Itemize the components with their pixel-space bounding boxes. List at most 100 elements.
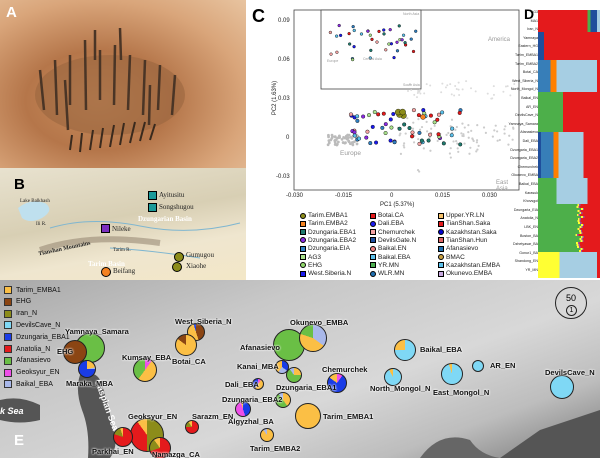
site-label-songshugou: Songshugou — [159, 203, 194, 211]
pca-legend-item: Okunevo.EMBA — [438, 270, 492, 277]
admixture-bar — [538, 128, 600, 130]
legend-marker-icon — [438, 254, 444, 260]
pca-point — [457, 110, 462, 115]
admixture-bar — [538, 166, 600, 168]
pca-point — [409, 37, 413, 41]
admixture-bars — [538, 10, 600, 278]
pca-point — [411, 49, 416, 54]
region-east-asia: East Asia — [496, 180, 509, 192]
admixture-bar — [538, 46, 600, 48]
pca-point — [507, 143, 510, 146]
panel-e-pie-map: E k Sea Caspian Sea Tarim_EMBA1 EHG Iran_N… — [0, 280, 600, 458]
pie-chart-namazga-ca — [149, 437, 171, 458]
pca-point — [496, 130, 499, 133]
admixture-group-label: Dzungaria_EBA2 — [510, 156, 538, 161]
admixture-bar — [538, 80, 600, 82]
admixture-bar — [538, 136, 600, 138]
admixture-bar — [538, 144, 600, 146]
pca-point — [426, 130, 429, 133]
pca-point — [388, 117, 393, 122]
pca-legend-label: WLR.MN — [378, 270, 405, 278]
feature-tarim-river: Tarim R. — [113, 248, 131, 253]
pca-legend-label: Baikal.EBA — [378, 253, 411, 261]
pca-point — [475, 139, 479, 142]
pie-label: Chemurchek — [322, 365, 368, 374]
admixture-bar — [538, 102, 600, 104]
admixture-bar — [538, 16, 600, 18]
pca-point — [387, 42, 391, 46]
pca-point — [498, 138, 501, 142]
admixture-bar — [538, 118, 600, 120]
pca-point — [449, 147, 452, 150]
admixture-bar — [538, 92, 600, 94]
pca-legend-label: Dzungaria.EBA2 — [308, 236, 357, 244]
pie-chart-algyzhal-ba — [235, 401, 251, 417]
admixture-bar — [538, 20, 600, 22]
pca-point — [454, 128, 457, 131]
admixture-bar — [538, 84, 600, 86]
admixture-group-label: Botai_CA — [522, 70, 538, 75]
pca-point — [407, 89, 410, 92]
pie-label: AR_EN — [490, 361, 516, 370]
admixture-bar — [538, 120, 600, 122]
pca-point — [491, 97, 494, 100]
pca-point — [436, 112, 441, 117]
pca-point — [412, 121, 415, 124]
pca-point — [457, 88, 460, 91]
pca-point — [475, 141, 478, 144]
admixture-bar — [538, 74, 600, 76]
pie-chart-okunevo-emba — [299, 324, 327, 352]
feature-lake-balkhash: Lake Balkhash — [20, 199, 50, 204]
pca-point — [436, 132, 441, 137]
pca-point — [455, 140, 458, 143]
site-marker-ayitusitu — [148, 191, 157, 200]
admixture-bar — [538, 184, 600, 186]
legend-swatch-icon — [4, 309, 12, 318]
pca-point — [361, 114, 366, 119]
legend-swatch-icon — [4, 380, 12, 389]
admixture-bar — [538, 134, 600, 136]
pca-point — [449, 156, 452, 159]
admixture-bar — [538, 234, 600, 236]
pca-legend-label: Baikal.EN — [378, 245, 407, 253]
pca-point — [444, 86, 447, 89]
admixture-bar — [538, 264, 600, 266]
pca-legend-label: TianShan.Saka — [446, 220, 491, 228]
legend-marker-icon — [370, 270, 376, 277]
admixture-group-label: Dzungaria_EIA — [513, 207, 538, 212]
pca-point — [484, 131, 487, 134]
legend-marker-icon — [370, 254, 376, 260]
legend-swatch-icon — [4, 297, 12, 306]
pca-point — [421, 108, 426, 113]
pca-point — [399, 132, 402, 135]
admixture-bar — [538, 110, 600, 112]
pie-legend-label: Iran_N — [16, 310, 38, 318]
pca-point — [410, 130, 415, 135]
admixture-bar — [538, 130, 600, 132]
pca-point — [352, 45, 356, 49]
pca-point — [339, 33, 343, 37]
panel-b-terrain — [18, 201, 241, 259]
legend-marker-icon — [438, 220, 444, 227]
admixture-bar — [538, 112, 600, 114]
pca-point — [381, 111, 386, 116]
pca-point — [449, 125, 452, 128]
pca-point — [458, 93, 461, 96]
pca-point — [420, 114, 426, 120]
admixture-bar — [538, 228, 600, 230]
pca-legend-item: WLR.MN — [370, 270, 404, 277]
admixture-group-label: Dzhetyasar_BA — [513, 242, 538, 247]
admixture-bar — [538, 38, 600, 40]
pca-point — [388, 28, 392, 32]
pca-legend-label: Dali.EBA — [378, 220, 405, 228]
pca-point — [412, 141, 416, 144]
pca-point — [346, 136, 350, 140]
admixture-bar — [538, 10, 600, 12]
pca-point — [366, 29, 370, 33]
admixture-group-label: Dzungaria_EBA1 — [510, 147, 538, 152]
admixture-bar — [538, 132, 600, 134]
pie-label: Dzungaria_EBA2 — [222, 395, 283, 404]
panel-d-label: D — [524, 6, 535, 22]
admixture-bar — [538, 78, 600, 80]
pca-point — [454, 84, 457, 87]
